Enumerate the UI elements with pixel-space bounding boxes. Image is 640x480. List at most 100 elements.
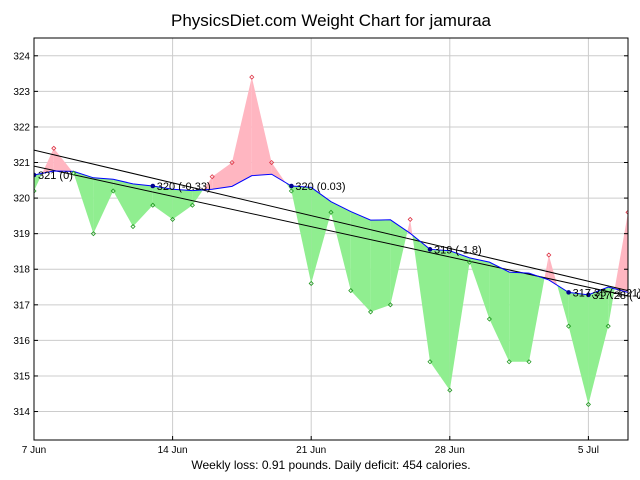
- area-below-trend: [430, 249, 450, 391]
- weight-point: [467, 259, 473, 265]
- linear-trendline: [34, 149, 628, 292]
- area-above-trend: [544, 255, 549, 280]
- area-above-trend: [232, 77, 252, 187]
- weight-point: [288, 188, 294, 194]
- weight-point: [546, 252, 552, 258]
- weight-point: [269, 159, 275, 166]
- area-above-trend: [271, 162, 286, 183]
- weight-point: [447, 387, 453, 393]
- annotation-marker: [566, 290, 571, 295]
- weight-point: [506, 359, 512, 365]
- area-below-trend: [133, 183, 153, 227]
- x-tick-label: 7 Jun: [22, 445, 46, 456]
- area-below-trend: [568, 292, 589, 405]
- annotation-marker: [289, 183, 294, 189]
- area-below-trend: [529, 273, 545, 362]
- weight-point: [566, 323, 572, 329]
- weight-point: [34, 188, 37, 194]
- weight-point: [249, 74, 255, 80]
- weight-point: [229, 159, 235, 166]
- area-above-trend: [548, 255, 558, 286]
- area-above-trend: [203, 176, 213, 190]
- y-tick-label: 317: [13, 300, 30, 311]
- area-below-trend: [285, 182, 292, 191]
- annotation-label: 320 (-0.33): [157, 181, 211, 193]
- area-below-trend: [509, 272, 529, 362]
- weight-point: [348, 288, 354, 294]
- trend-line: [34, 170, 628, 296]
- area-below-trend: [93, 177, 114, 234]
- weight-point: [368, 309, 374, 315]
- y-tick-label: 318: [13, 265, 30, 276]
- area-below-trend: [608, 287, 615, 327]
- y-tick-label: 322: [13, 122, 30, 133]
- weight-point: [71, 170, 77, 176]
- y-tick-label: 316: [13, 336, 30, 347]
- weight-point: [328, 209, 334, 215]
- weight-point: [585, 401, 591, 407]
- area-below-trend: [311, 187, 331, 284]
- weight-point: [387, 302, 393, 308]
- y-tick-label: 315: [13, 371, 30, 382]
- x-tick-label: 14 Jun: [158, 445, 188, 456]
- y-tick-label: 314: [13, 407, 30, 418]
- weight-point: [427, 359, 433, 365]
- weight-point: [486, 316, 492, 322]
- annotation-label: 319 (-1.8): [434, 244, 482, 256]
- area-above-trend: [614, 212, 628, 293]
- area-above-trend: [410, 219, 413, 236]
- weight-point: [90, 231, 96, 237]
- annotation-marker: [150, 183, 156, 189]
- area-below-trend: [34, 173, 43, 191]
- area-below-trend: [489, 262, 510, 362]
- chart-title: PhysicsDiet.com Weight Chart for jamuraa: [171, 11, 492, 30]
- area-above-trend: [251, 77, 272, 176]
- x-tick-label: 28 Jun: [435, 445, 465, 456]
- area-below-trend: [412, 235, 430, 362]
- weight-point: [150, 202, 156, 208]
- area-below-trend: [291, 185, 312, 284]
- area-below-trend: [390, 219, 408, 305]
- y-tick-label: 321: [13, 158, 30, 169]
- area-below-trend: [172, 189, 193, 220]
- area-below-trend: [73, 171, 94, 234]
- area-below-trend: [449, 250, 470, 391]
- weight-point: [110, 188, 116, 194]
- plot-frame: [33, 37, 629, 441]
- annotation-label: 317.35 (-1.21): [573, 287, 640, 299]
- weight-point: [605, 323, 611, 329]
- area-above-trend: [53, 148, 73, 172]
- weight-point: [308, 280, 314, 287]
- weight-point: [209, 174, 215, 180]
- annotation-marker: [34, 172, 37, 178]
- weight-point: [407, 216, 413, 222]
- chart-footer: Weekly loss: 0.91 pounds. Daily deficit:…: [191, 458, 470, 472]
- annotation-marker: [427, 247, 433, 252]
- annotation-label: 320 (0.03): [295, 181, 345, 193]
- weight-point: [130, 223, 136, 230]
- weight-point: [170, 216, 176, 222]
- series-group: [34, 74, 628, 407]
- y-tick-label: 324: [13, 51, 30, 62]
- weight-point: [51, 145, 57, 151]
- area-below-trend: [152, 185, 173, 220]
- weight-point: [625, 209, 628, 215]
- weight-point: [526, 359, 532, 365]
- annotation-label: 321 (0): [38, 170, 73, 182]
- y-tick-label: 319: [13, 229, 30, 240]
- area-below-trend: [588, 287, 609, 405]
- area-below-trend: [469, 257, 490, 320]
- area-below-trend: [113, 179, 133, 227]
- weight-point: [189, 202, 195, 208]
- plot-area: 321 (0) 320 (-0.33) 320 (0.03) 319 (-1.8) 31…: [13, 37, 640, 456]
- annotation-marker: [586, 292, 591, 298]
- area-above-trend: [212, 162, 232, 190]
- annotation-label: 317.28 (-0.07): [592, 290, 640, 302]
- x-tick-label: 21 Jun: [296, 445, 326, 456]
- area-above-trend: [407, 219, 411, 234]
- y-tick-label: 320: [13, 194, 30, 205]
- x-tick-label: 5 Jul: [578, 445, 599, 456]
- y-tick-label: 323: [13, 87, 30, 98]
- linear-trendline: [34, 165, 628, 297]
